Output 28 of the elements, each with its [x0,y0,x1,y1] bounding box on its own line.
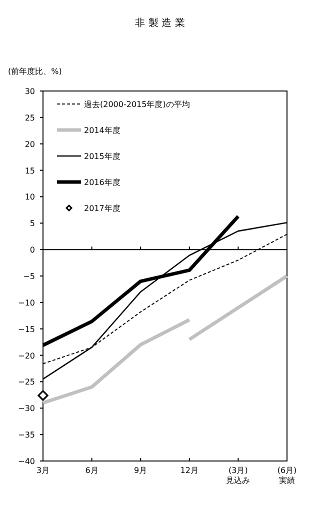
y-tick-label: −30 [18,404,35,414]
y-tick-label: 0 [30,246,35,255]
y-tick-label: −5 [23,272,35,281]
y-tick-label: −25 [18,378,35,387]
y-tick-label: −10 [18,298,35,308]
legend-label: 過去(2000-2015年度)の平均 [84,100,190,109]
y-tick-label: 10 [24,192,35,202]
legend-label: 2015年度 [84,152,120,161]
y-tick-label: −40 [18,457,35,466]
legend-label: 2016年度 [84,178,120,187]
y-axis-title: (前年度比、%) [8,67,62,76]
y-tick-label: 5 [30,219,35,228]
y-tick-label: −35 [18,430,35,440]
y-tick-label: −15 [18,324,35,334]
y-tick-label: 25 [24,113,35,122]
chart-title: 非 製 造 業 [135,17,185,29]
x-tick-label: 9月 [134,466,148,475]
x-tick-label: 6月 [85,466,98,475]
y-tick-label: 30 [24,87,35,96]
x-tick-label: 3月 [36,466,50,475]
x-tick-label: (3月) 見込み [226,466,250,485]
legend-label: 2014年度 [84,126,120,135]
y-tick-label: 15 [24,166,35,176]
x-tick-label: (6月) 実績 [277,466,297,485]
legend-label: 2017年度 [84,204,120,213]
x-tick-label: 12月 [180,466,198,475]
y-tick-label: −20 [18,351,35,360]
y-tick-label: 20 [24,140,35,149]
